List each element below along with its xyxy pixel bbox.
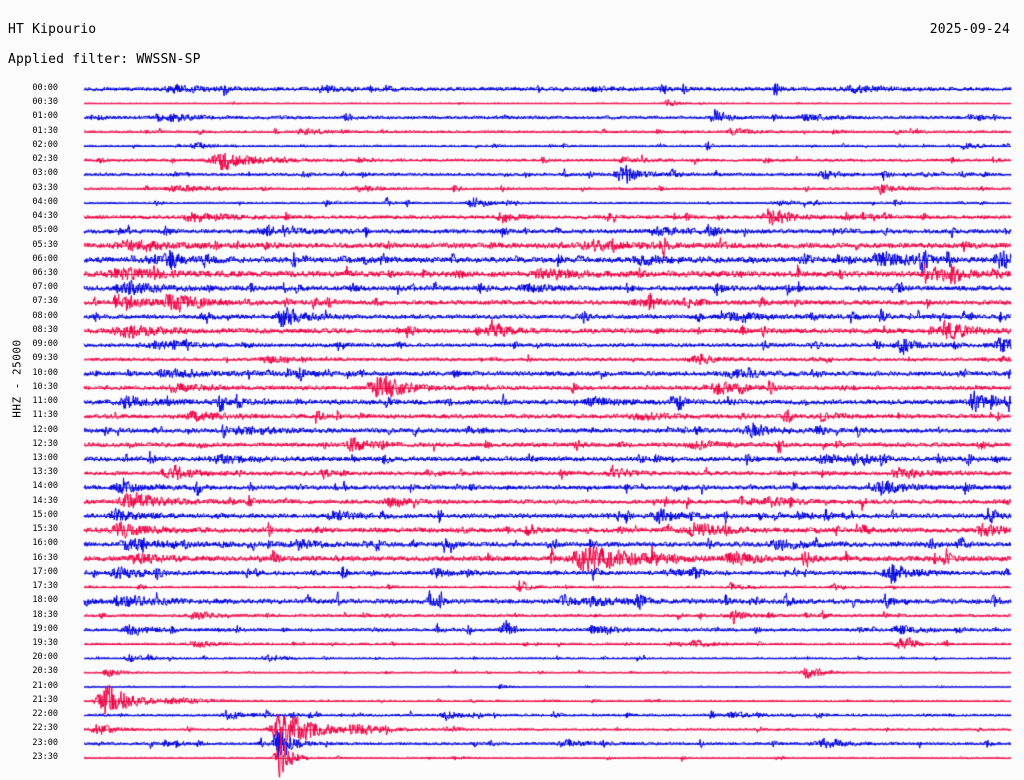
time-label: 13:00 bbox=[32, 452, 58, 463]
time-label: 20:00 bbox=[32, 652, 58, 663]
time-label: 12:00 bbox=[32, 424, 58, 435]
time-label: 00:30 bbox=[32, 97, 58, 108]
time-label: 14:00 bbox=[32, 481, 58, 492]
time-label: 09:00 bbox=[32, 339, 58, 350]
time-label: 15:30 bbox=[32, 524, 58, 535]
time-label: 13:30 bbox=[32, 467, 58, 478]
time-label: 01:00 bbox=[32, 111, 58, 122]
time-label: 08:00 bbox=[32, 310, 58, 321]
time-label: 20:30 bbox=[32, 666, 58, 677]
time-label: 03:00 bbox=[32, 168, 58, 179]
time-label: 01:30 bbox=[32, 125, 58, 136]
time-label: 00:00 bbox=[32, 83, 58, 93]
time-label: 21:00 bbox=[32, 680, 58, 691]
time-label: 22:00 bbox=[32, 709, 58, 720]
time-label: 12:30 bbox=[32, 438, 58, 449]
time-label: 04:30 bbox=[32, 211, 58, 222]
time-label: 19:30 bbox=[32, 637, 58, 648]
time-label: 18:30 bbox=[32, 609, 58, 620]
time-label: 23:30 bbox=[32, 751, 58, 762]
time-label: 21:30 bbox=[32, 694, 58, 705]
time-label: 06:00 bbox=[32, 253, 58, 264]
time-label: 14:30 bbox=[32, 495, 58, 506]
time-label: 17:00 bbox=[32, 566, 58, 577]
time-label: 16:00 bbox=[32, 538, 58, 549]
time-label: 18:00 bbox=[32, 595, 58, 606]
time-label: 02:00 bbox=[32, 139, 58, 150]
time-label: 04:00 bbox=[32, 196, 58, 207]
time-label: 10:30 bbox=[32, 381, 58, 392]
time-label: 09:30 bbox=[32, 353, 58, 364]
time-label: 08:30 bbox=[32, 324, 58, 335]
plot-date: 2025-09-24 bbox=[929, 22, 1010, 37]
time-label: 16:30 bbox=[32, 552, 58, 563]
time-axis: 00:00 00:30 01:00 01:30 02:00 02:30 03:00 03:30… bbox=[0, 0, 62, 780]
time-label: 17:30 bbox=[32, 581, 58, 592]
time-label: 07:00 bbox=[32, 282, 58, 293]
time-label: 23:00 bbox=[32, 737, 58, 748]
time-label: 19:00 bbox=[32, 623, 58, 634]
time-label: 05:30 bbox=[32, 239, 58, 250]
time-label: 11:00 bbox=[32, 396, 58, 407]
time-label: 10:00 bbox=[32, 367, 58, 378]
time-label: 06:30 bbox=[32, 267, 58, 278]
time-label: 05:00 bbox=[32, 225, 58, 236]
time-label: 15:00 bbox=[32, 509, 58, 520]
time-label: 02:30 bbox=[32, 154, 58, 165]
time-label: 03:30 bbox=[32, 182, 58, 193]
time-label: 22:30 bbox=[32, 723, 58, 734]
time-label: 11:30 bbox=[32, 410, 58, 421]
time-label: 07:30 bbox=[32, 296, 58, 307]
